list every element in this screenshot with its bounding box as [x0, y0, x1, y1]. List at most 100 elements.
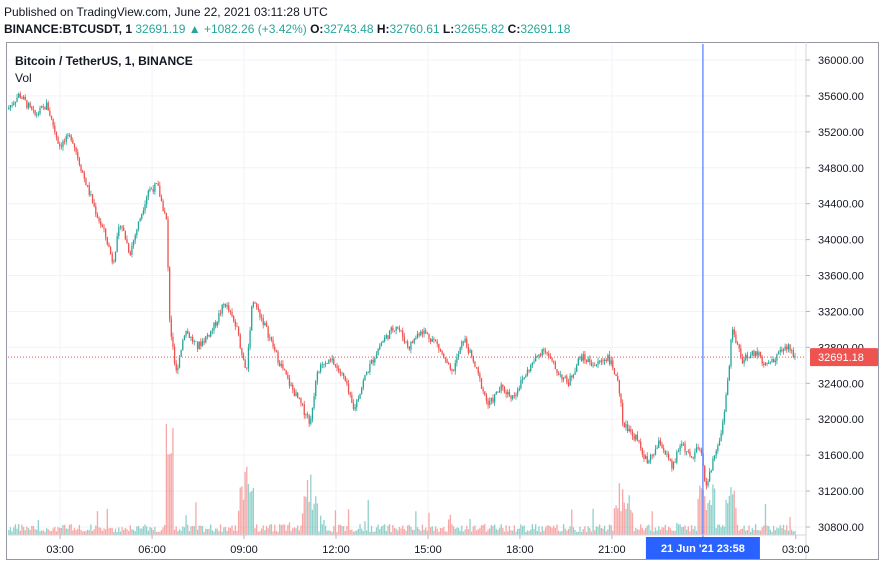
volume-bar [612, 530, 614, 535]
price-tick-label: 33200.00 [818, 306, 864, 318]
low-value: 32655.82 [454, 22, 505, 36]
volume-bar [493, 524, 496, 535]
volume-bar [134, 531, 136, 535]
volume-bar [275, 530, 278, 535]
candle-body [490, 397, 493, 401]
volume-bar [193, 526, 195, 535]
candle-body [451, 369, 453, 371]
volume-bar [428, 512, 430, 535]
volume-bar [331, 531, 333, 535]
candle-body [388, 330, 391, 339]
volume-bar [623, 502, 625, 535]
candle-body [682, 443, 685, 445]
candle-body [736, 343, 739, 345]
volume-bar [507, 531, 509, 535]
volume-bar [746, 529, 749, 535]
volume-bar [369, 531, 371, 535]
candle-body [365, 372, 368, 376]
volume-bar [733, 490, 735, 535]
candle-body [431, 339, 433, 342]
candle-body [571, 375, 573, 378]
volume-bar [16, 528, 18, 535]
candle-body [78, 158, 81, 165]
volume-bar [682, 526, 685, 535]
candle-body [191, 337, 194, 342]
candle-body [666, 453, 668, 455]
candle-body [318, 371, 320, 373]
candle-body [246, 367, 248, 369]
candle-body [203, 340, 205, 343]
volume-bar [206, 529, 209, 535]
volume-bar [270, 524, 273, 535]
chart-overlay [8, 44, 806, 559]
volume-bar [218, 531, 220, 535]
candle-body [617, 375, 619, 381]
price-tick-label: 30800.00 [818, 522, 864, 534]
volume-bar [387, 525, 389, 535]
candle-body [590, 362, 593, 366]
volume-bar [29, 529, 31, 535]
candle-body [597, 361, 599, 365]
candle-body [326, 363, 328, 364]
candle-body [610, 360, 612, 364]
time-tick-label: 03:00 [46, 544, 74, 556]
candle-body [526, 369, 529, 376]
volume-bar [328, 530, 330, 535]
volume-bar [626, 503, 629, 535]
candle-body [557, 372, 560, 375]
grid-lines [8, 44, 806, 535]
volume-bar [585, 531, 588, 535]
candle-body [723, 411, 726, 422]
candle-body [621, 403, 624, 423]
volume-bar [692, 529, 694, 535]
candle-body [791, 350, 793, 351]
candle-body [612, 360, 614, 369]
volume-bar [763, 525, 765, 535]
volume-bar [576, 531, 578, 535]
volume-bar [761, 527, 763, 535]
candle-body [47, 102, 49, 111]
volume-bar [242, 499, 245, 535]
candle-body [237, 326, 240, 335]
candle-body [594, 365, 596, 367]
candle-body [392, 327, 394, 331]
candle-body [625, 424, 627, 428]
volume-bar [196, 529, 199, 535]
candle-body [425, 330, 427, 334]
candle-body [62, 141, 64, 147]
volume-bar [569, 526, 571, 535]
volume-bar [82, 531, 84, 535]
volume-bar [781, 528, 783, 535]
volume-bar [503, 531, 506, 535]
volume-bar [73, 527, 76, 535]
volume-bar [370, 525, 373, 535]
volume-bar [277, 531, 279, 535]
volume-bar [231, 525, 233, 535]
volume-bar [72, 530, 74, 535]
volume-bar [311, 509, 314, 535]
volume-bar [83, 531, 85, 535]
volume-bar [347, 509, 350, 535]
candle-body [274, 346, 276, 351]
candle-body [630, 429, 632, 432]
candle-body [554, 362, 557, 370]
candle-body [254, 302, 256, 304]
candle-body [160, 196, 163, 202]
candle-body [98, 217, 100, 222]
volume-bar [715, 528, 717, 535]
candle-body [697, 447, 699, 449]
candle-body [370, 360, 373, 364]
candle-body [213, 322, 215, 331]
candle-body [54, 125, 56, 132]
volume-bar [39, 530, 41, 535]
candle-body [620, 393, 622, 404]
candle-body [190, 337, 192, 338]
candle-body [528, 369, 530, 371]
candle-body [705, 481, 708, 486]
candle-body [641, 448, 644, 455]
candle-body [298, 398, 300, 399]
candle-body [73, 143, 76, 148]
volume-bar [167, 454, 169, 535]
volume-bar [208, 528, 210, 535]
